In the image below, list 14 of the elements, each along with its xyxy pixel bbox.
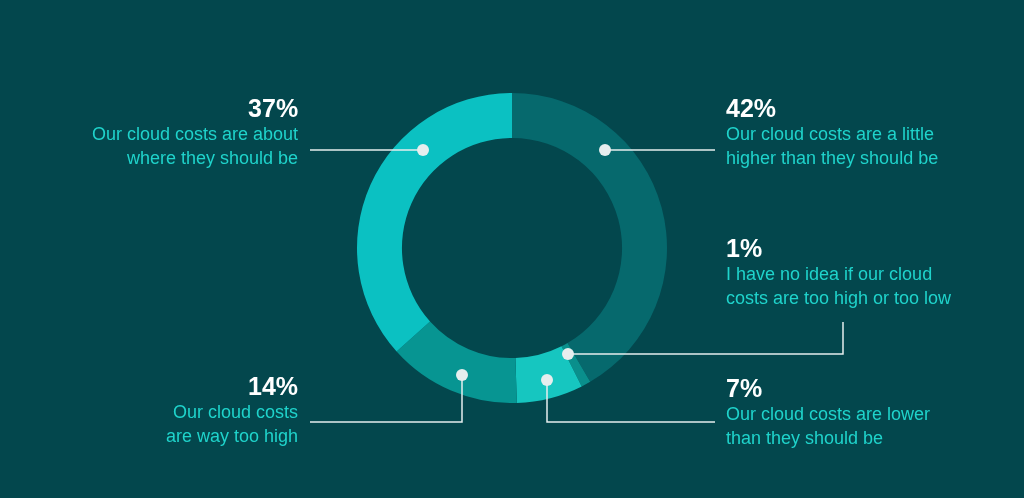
slice-label: Our cloud costs are about where they should be bbox=[92, 124, 299, 168]
donut-slice bbox=[357, 93, 512, 352]
slice-label: I have no idea if our cloud costs are too high or too low bbox=[726, 264, 953, 308]
data-label: 42% bbox=[726, 94, 777, 122]
data-label: 1% bbox=[726, 234, 763, 262]
donut-slice bbox=[512, 93, 667, 382]
donut-slice bbox=[515, 346, 582, 403]
slice-label: Our cloud costs are lower than they should be bbox=[726, 404, 931, 448]
data-label: 7% bbox=[726, 374, 763, 402]
slice-label: Our cloud costs are way too high bbox=[166, 402, 299, 446]
data-label: 14% bbox=[248, 372, 299, 400]
donut-slice bbox=[396, 321, 517, 403]
data-label: 37% bbox=[248, 94, 299, 122]
slice-label: Our cloud costs are a little higher than they should be bbox=[726, 124, 939, 168]
